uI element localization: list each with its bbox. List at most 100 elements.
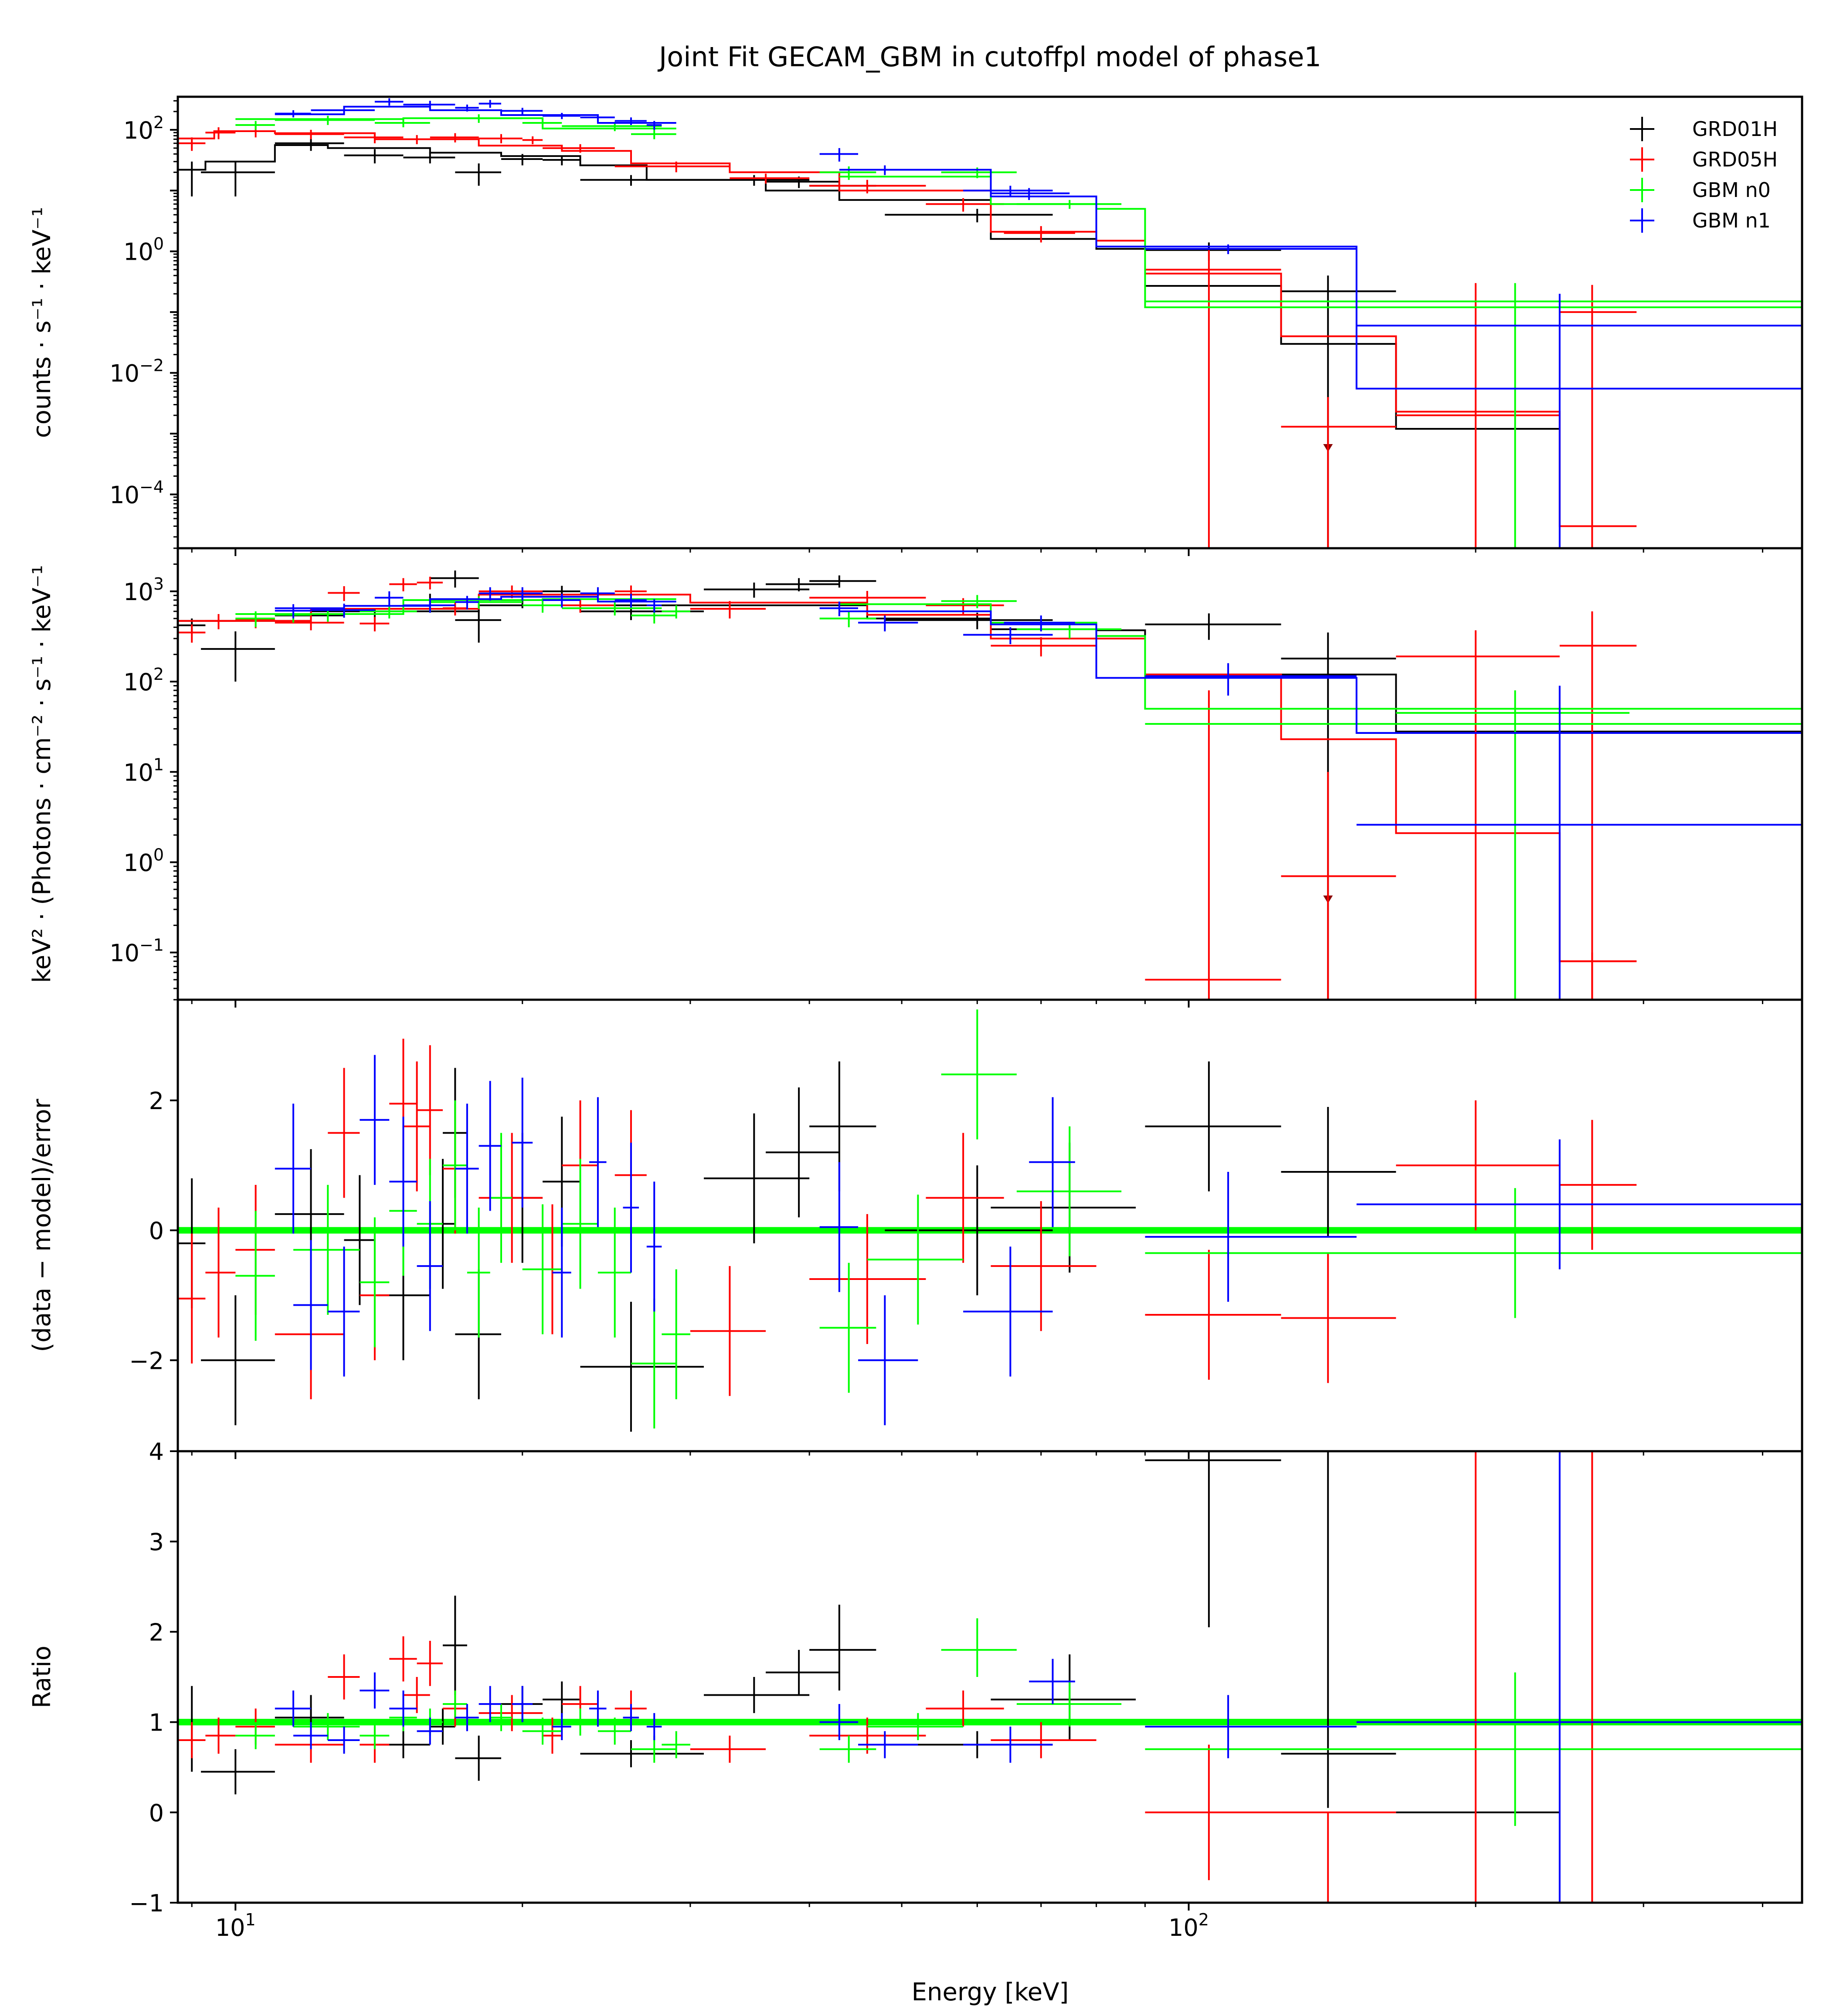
legend-label: GBM n1	[1692, 209, 1771, 232]
data-point-gbm-n1	[293, 1722, 328, 1749]
data-point-grd01h	[580, 1740, 704, 1768]
data-point-grd01h	[344, 149, 404, 163]
data-point-gbm-n1	[512, 1077, 533, 1208]
data-point-gbm-n1	[293, 1240, 328, 1370]
data-point-gbm-n1	[819, 1162, 859, 1292]
data-point-grd01h	[766, 1087, 839, 1218]
data-point-grd01h	[766, 578, 839, 591]
data-point-grd01h	[1145, 1451, 1281, 1628]
legend-entry-grd01h: GRD01H	[1630, 117, 1778, 141]
data-point-gbm-n1	[819, 148, 859, 162]
data-point-grd05h	[403, 135, 430, 144]
data-point-gbm-n1	[552, 1208, 571, 1338]
data-point-gbm-n1	[858, 1295, 918, 1425]
data-point-grd01h	[580, 175, 704, 186]
data-point-gbm-n1	[819, 601, 859, 616]
data-point-grd05h	[926, 1690, 1004, 1727]
data-point-gbm-n1	[614, 117, 647, 125]
data-point-grd05h	[417, 1045, 443, 1175]
x-tick-label: 101	[215, 1910, 256, 1941]
panel-residuals-frame	[177, 998, 1803, 1453]
data-point-grd05h	[809, 1214, 926, 1344]
model-gbm-n0	[235, 117, 1802, 309]
data-point-gbm-n1	[1356, 686, 1802, 1000]
panel-residuals-plot-area	[178, 1009, 1802, 1432]
model-grd05h	[178, 594, 1637, 962]
data-point-gbm-n1	[403, 101, 455, 109]
data-point-grd05h	[614, 161, 730, 173]
data-point-grd01h	[344, 1175, 375, 1305]
data-point-gbm-n1	[646, 599, 662, 613]
data-point-grd01h	[1281, 632, 1396, 1000]
data-point-gbm-n1	[275, 604, 311, 619]
data-point-gbm-n0	[1396, 690, 1629, 1000]
model-gbm-n1	[275, 105, 1802, 390]
data-point-grd01h	[455, 163, 502, 186]
data-point-gbm-n0	[662, 1269, 690, 1399]
data-point-grd05h	[442, 602, 467, 616]
panel-ratio: 4 3 2 1 0 −1 Ratio	[28, 1438, 1803, 1917]
data-point-grd01h	[403, 152, 455, 163]
data-point-grd05h	[1281, 1811, 1396, 1903]
data-point-grd05h	[275, 129, 344, 139]
data-point-grd05h	[178, 1722, 206, 1758]
data-point-grd05h	[205, 127, 236, 139]
data-point-grd05h	[205, 614, 236, 629]
data-point-gbm-n1	[646, 121, 662, 130]
data-point-gbm-n1	[646, 1181, 662, 1312]
data-point-grd01h	[580, 1302, 704, 1432]
data-point-grd05h	[344, 132, 404, 143]
data-point-gbm-n0	[597, 1208, 631, 1338]
panel-counts: 102 100 10−2 10−4 counts · s⁻¹ · keV⁻¹ GRD0…	[28, 95, 1803, 556]
data-point-grd05h	[417, 1641, 443, 1686]
data-point-gbm-n1	[589, 1690, 607, 1727]
data-point-grd01h	[809, 1061, 876, 1191]
data-point-grd05h	[360, 617, 390, 631]
y-tick-label: 10−2	[109, 356, 164, 387]
data-point-gbm-n0	[631, 129, 676, 139]
y-tick-label: 100	[123, 845, 164, 876]
data-point-gbm-n0	[1145, 1188, 1802, 1318]
data-point-gbm-n0	[522, 1204, 562, 1334]
y-tick-label: 102	[123, 113, 164, 144]
data-point-gbm-n1	[328, 1246, 360, 1377]
data-point-gbm-n0	[490, 1133, 512, 1263]
y-tick-label: 101	[123, 755, 164, 786]
data-point-gbm-n1	[403, 599, 455, 613]
data-point-grd05h	[479, 1695, 543, 1731]
data-point-grd05h	[690, 601, 766, 619]
data-point-grd05h	[926, 1133, 1004, 1263]
data-point-gbm-n1	[614, 594, 647, 608]
x-tick-label: 102	[1168, 1910, 1209, 1941]
data-point-grd05h	[389, 578, 417, 591]
data-point-gbm-n1	[501, 587, 543, 601]
y-tick-label: 10−1	[109, 936, 164, 967]
data-point-gbm-n1	[580, 587, 615, 601]
y-tick-label: 102	[123, 665, 164, 696]
data-point-gbm-n0	[1016, 1681, 1122, 1727]
data-point-gbm-n1	[479, 587, 502, 601]
data-point-grd05h	[328, 1068, 360, 1198]
data-point-gbm-n1	[389, 1690, 417, 1727]
data-point-grd01h	[430, 1708, 455, 1745]
data-point-gbm-n1	[646, 1713, 662, 1741]
data-point-gbm-n0	[867, 1195, 964, 1325]
data-point-gbm-n0	[360, 605, 417, 619]
data-point-grd05h	[1559, 285, 1637, 548]
data-point-grd05h	[178, 1233, 206, 1364]
data-point-gbm-n0	[442, 1690, 467, 1718]
data-point-gbm-n0	[941, 1618, 1017, 1677]
panel-unfolded: 103 102 101 100 10−1 keV² · (Photons · cm⁻² …	[28, 547, 1803, 1008]
data-point-grd01h	[885, 209, 1053, 223]
data-point-grd05h	[1004, 226, 1075, 243]
y-tick-label: 103	[123, 574, 164, 606]
data-point-grd05h	[205, 1208, 236, 1338]
data-point-grd05h	[991, 1722, 1096, 1758]
data-point-gbm-n1	[374, 591, 404, 605]
data-point-gbm-n1	[417, 1717, 443, 1745]
y-tick-label: 10−4	[109, 477, 164, 509]
data-point-gbm-n1	[479, 1686, 502, 1722]
data-point-grd05h	[690, 1266, 766, 1396]
data-point-gbm-n0	[522, 599, 562, 613]
